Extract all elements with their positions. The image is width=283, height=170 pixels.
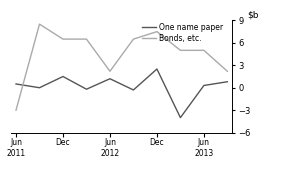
One name paper xyxy=(61,75,65,78)
Bonds, etc. xyxy=(179,49,182,51)
Bonds, etc. xyxy=(38,23,41,25)
Line: One name paper: One name paper xyxy=(16,69,227,118)
Bonds, etc. xyxy=(202,49,205,51)
One name paper xyxy=(132,89,135,91)
One name paper xyxy=(38,87,41,89)
One name paper xyxy=(14,83,18,85)
One name paper xyxy=(202,84,205,87)
Line: Bonds, etc.: Bonds, etc. xyxy=(16,24,227,110)
Bonds, etc. xyxy=(61,38,65,40)
Bonds, etc. xyxy=(226,70,229,72)
Text: $b: $b xyxy=(248,10,259,19)
One name paper xyxy=(155,68,158,70)
Bonds, etc. xyxy=(155,31,158,33)
Bonds, etc. xyxy=(85,38,88,40)
Bonds, etc. xyxy=(108,70,112,72)
One name paper xyxy=(179,117,182,119)
One name paper xyxy=(226,81,229,83)
One name paper xyxy=(108,78,112,80)
Bonds, etc. xyxy=(14,109,18,111)
Bonds, etc. xyxy=(132,38,135,40)
One name paper xyxy=(85,88,88,90)
Legend: One name paper, Bonds, etc.: One name paper, Bonds, etc. xyxy=(142,22,224,43)
